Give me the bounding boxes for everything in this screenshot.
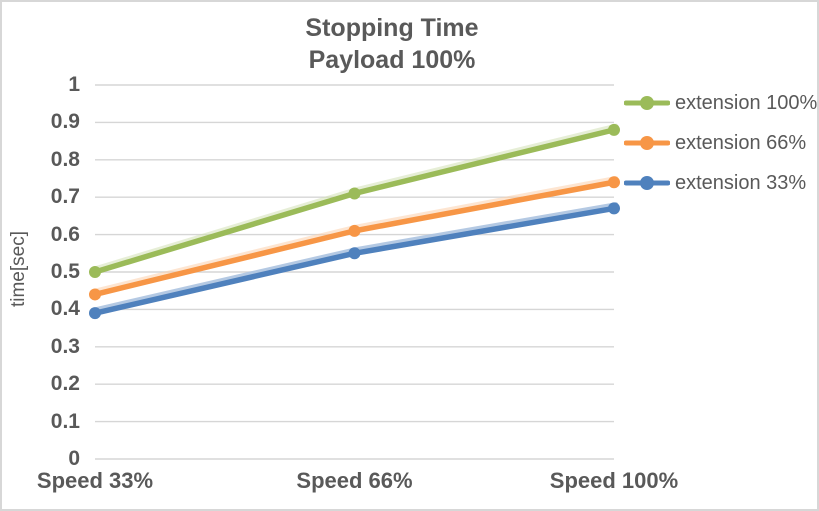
x-category-label: Speed 66%	[296, 468, 413, 493]
y-tick-label: 0.6	[50, 222, 80, 246]
y-tick-label: 0.8	[50, 147, 80, 171]
legend: extension 100% extension 66% extension 33%	[624, 83, 817, 203]
legend-marker-icon	[624, 96, 670, 110]
series-line-extension-33-	[92, 205, 617, 316]
legend-label: extension 66%	[675, 131, 807, 154]
chart-title-line2: Payload 100%	[308, 46, 476, 74]
y-tick-label: 0.4	[50, 297, 80, 321]
legend-marker-icon	[624, 136, 670, 150]
y-tick-label: 0.2	[50, 372, 80, 396]
y-tick-label: 0.5	[50, 260, 80, 283]
legend-marker-icon	[624, 176, 670, 190]
series-marker-extension-100--point-2	[608, 123, 620, 136]
series-marker-extension-33--point-2	[608, 202, 620, 215]
chart-title: Stopping Time Payload 100%	[2, 12, 782, 76]
chart-title-line1: Stopping Time	[305, 14, 479, 42]
legend-item: extension 100%	[624, 83, 817, 123]
y-tick-label: 0.3	[50, 334, 80, 358]
legend-label: extension 100%	[675, 91, 818, 114]
series-marker-extension-33--point-0	[89, 307, 101, 320]
y-tick-label: 1	[68, 73, 80, 96]
y-tick-label: 0.9	[50, 110, 80, 134]
series-marker-extension-33--point-1	[348, 247, 361, 260]
series-marker-extension-66--point-1	[348, 224, 361, 237]
x-category-label: Speed 33%	[36, 468, 154, 493]
series-marker-extension-100--point-1	[348, 187, 361, 200]
series-marker-extension-66--point-0	[89, 288, 101, 301]
legend-item: extension 66%	[624, 123, 817, 163]
y-tick-label: 0.7	[50, 185, 80, 209]
x-category-label: Speed 100%	[549, 468, 679, 493]
legend-label: extension 33%	[675, 171, 807, 194]
legend-item: extension 33%	[624, 163, 817, 203]
series-marker-extension-66--point-2	[608, 176, 620, 189]
y-tick-label: 0.1	[50, 409, 80, 433]
y-tick-label: 0	[68, 447, 80, 470]
series-marker-extension-100--point-0	[89, 266, 101, 278]
